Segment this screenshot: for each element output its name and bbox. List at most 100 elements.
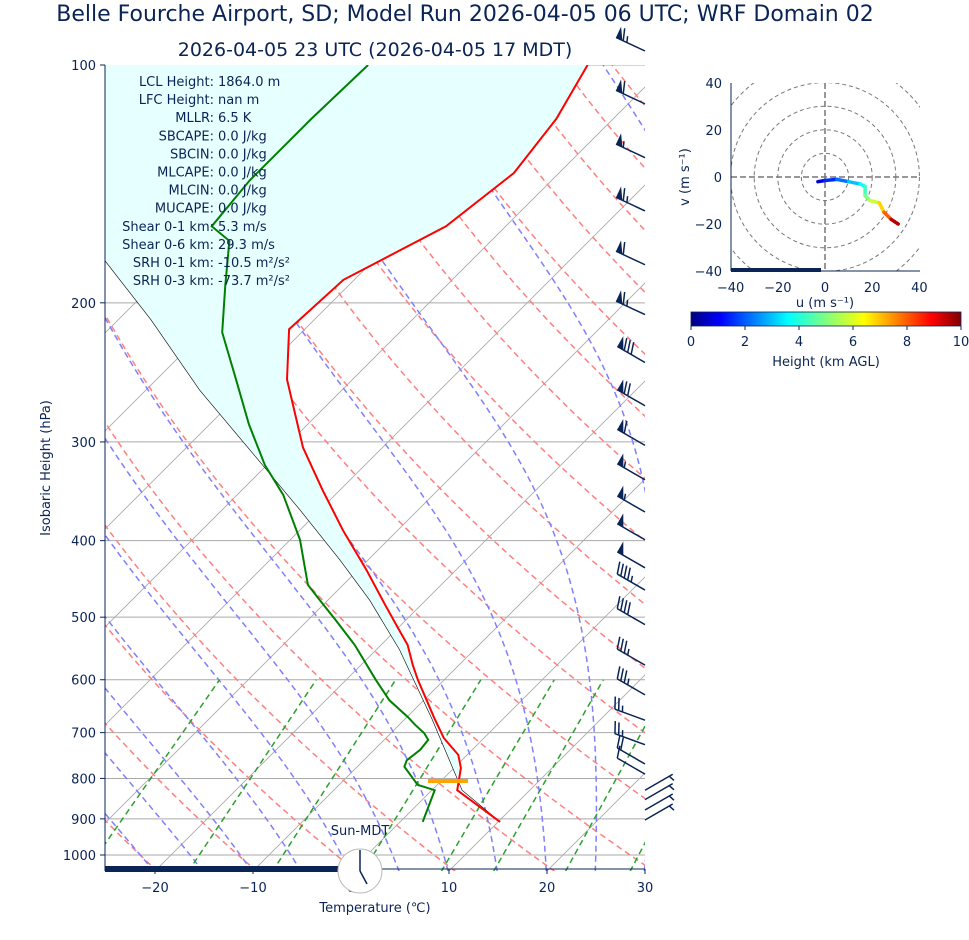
x-tick-label: 20 [539,881,556,896]
wind-barb [616,240,645,264]
stat-label: LCL Height: [139,75,214,90]
colorbar-label: Height (km AGL) [772,355,880,370]
stat-value: -10.5 m²/s² [218,256,290,271]
mixing-ratio-line [493,680,603,872]
mixing-ratio-line [272,680,395,872]
hodograph-y-label: v (m s⁻¹) [678,148,693,206]
stat-value: 1864.0 m [218,75,280,90]
barb-staff [617,609,645,625]
stat-value: 0.0 J/kg [218,202,267,217]
stat-value: 0.0 J/kg [218,147,267,162]
wind-barb [616,187,645,211]
barb-flag [617,513,623,527]
barb-full [621,668,624,680]
barb-staff [617,429,645,445]
wind-barb [617,419,645,445]
barb-full [623,28,624,41]
barb-staff [617,748,645,764]
colorbar-gradient [691,312,961,326]
y-tick-label: 600 [71,674,96,689]
barb-full [624,670,627,682]
hodograph-segment [891,219,898,224]
dry-adiabat-line [460,65,969,872]
y-tick-label: 200 [71,297,96,312]
stat-label: MLLR: [175,111,214,126]
barb-staff [617,346,645,362]
barb-half [631,576,632,582]
stat-label: MUCAPE: [155,202,214,217]
x-tick-label: 30 [637,881,654,896]
colorbar-tick-label: 4 [795,335,803,350]
stat-label: SBCAPE: [159,129,214,144]
stat-label: SRH 0-1 km: [133,256,214,271]
barb-flag [617,379,623,393]
stat-value: 5.3 m/s [218,220,267,235]
barb-full [624,641,627,653]
y-tick-label: 500 [71,611,96,626]
hodograph-x-tick-label: 0 [821,281,829,296]
barb-full [623,81,624,94]
stat-value: 6.5 K [218,111,252,126]
barb-staff [617,649,645,665]
clock-icon [338,849,382,893]
x-tick-label: −10 [239,881,266,896]
mixing-ratio-line [630,680,731,872]
y-tick-label: 300 [71,436,96,451]
hodograph-x-tick-label: 20 [864,281,881,296]
stat-value: 29.3 m/s [218,238,275,253]
wind-barb [616,27,645,51]
barb-full [624,381,627,393]
barb-staff [617,574,645,590]
clock-label: Sun-MDT [331,824,390,839]
stat-value: 0.0 J/kg [218,166,267,181]
moist-adiabat-line [742,65,851,872]
stat-label: MLCAPE: [157,166,214,181]
barb-full [617,562,620,574]
barb-half [627,36,628,42]
wind-barb [617,513,645,539]
mixing-ratio-line [565,680,670,872]
dry-adiabat-line [714,65,969,872]
stat-value: -73.7 m²/s² [218,274,290,289]
barb-staff [617,496,645,512]
wind-barb [617,666,645,694]
x-tick-label: −20 [141,881,168,896]
barb-full [624,566,627,578]
barb-half [624,462,625,468]
barb-full [621,639,624,651]
barb-half [669,796,674,800]
y-tick-label: 900 [71,813,96,828]
barb-half [623,141,624,147]
hodograph-y-tick-label: 40 [705,77,722,92]
figure-title: Belle Fourche Airport, SD; Model Run 202… [56,2,874,27]
dry-adiabat-line [917,65,969,872]
x-tick-label: 10 [441,881,458,896]
dry-adiabat-line [866,65,969,872]
barb-full [617,666,620,678]
barb-staff [617,552,645,568]
barb-staff [645,784,673,800]
barb-flag [617,541,623,555]
dry-adiabat-line [663,65,969,872]
barb-full [624,600,627,612]
hodograph-segment [849,182,861,184]
wind-barb [616,133,645,157]
wind-barb [617,637,645,665]
hodograph-y-tick-label: −40 [695,265,722,280]
stat-value: 0.0 J/kg [218,184,267,199]
barb-flag [617,419,623,433]
y-axis-label: Isobaric Height (hPa) [39,400,54,536]
barb-flag [617,453,623,467]
barb-half [627,196,628,202]
barb-full [628,602,631,614]
colorbar-tick-label: 0 [687,335,695,350]
stat-label: SBCIN: [170,147,214,162]
hodograph-rings [707,59,943,295]
barb-flag [617,336,623,350]
hodograph-x-tick-label: −40 [717,281,744,296]
colorbar-tick-label: 10 [953,335,969,350]
wind-barb [617,541,645,567]
